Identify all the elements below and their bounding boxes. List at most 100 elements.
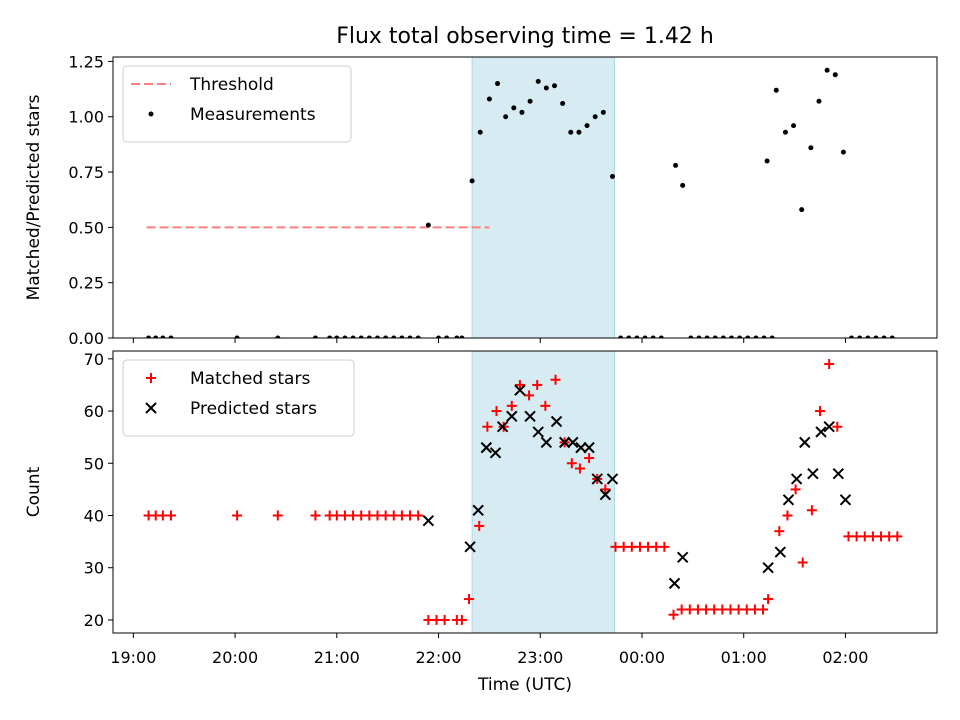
y-tick-label: 0.25 — [68, 274, 104, 293]
measurement-point — [334, 335, 340, 338]
predicted-star-point — [524, 410, 536, 422]
matched-star-point — [165, 510, 176, 521]
measurement-point — [773, 87, 779, 93]
legend: Threshold Measurements — [122, 65, 352, 143]
chart-title: Flux total observing time = 1.42 h — [336, 24, 714, 49]
y-axis-label: Matched/Predicted stars — [24, 94, 44, 300]
measurement-point — [234, 335, 240, 338]
measurement-point — [832, 72, 838, 78]
measurement-point — [519, 109, 525, 115]
matched-star-point — [832, 421, 843, 432]
predicted-star-point — [480, 441, 493, 454]
y-tick-label: 20 — [84, 611, 104, 630]
measurement-point — [873, 335, 879, 338]
predicted-star-point — [550, 415, 563, 428]
matched-star-point — [232, 510, 243, 521]
predicted-star-point — [496, 421, 509, 433]
measurement-point — [454, 335, 460, 338]
matched-star-point — [310, 510, 321, 521]
matched-star-point — [439, 614, 450, 625]
legend-label: Threshold — [189, 75, 274, 95]
x-tick-label: 02:00 — [822, 648, 868, 667]
measurement-point — [849, 335, 855, 338]
predicted-star-point — [782, 494, 795, 506]
measurement-point — [889, 335, 895, 338]
matched-star-point — [797, 557, 808, 568]
axes-frame — [112, 350, 938, 634]
legend-box — [122, 359, 355, 437]
predicted-star-point — [668, 577, 681, 590]
legend-matched-swatch — [146, 373, 156, 383]
measurement-point — [486, 96, 492, 102]
matched-star-point — [566, 458, 577, 469]
matched-star-point — [540, 400, 551, 411]
measurement-point — [761, 335, 767, 338]
matched-star-point — [532, 379, 543, 390]
x-tick-label: 21:00 — [314, 648, 360, 667]
data-layer — [146, 67, 895, 338]
measurement-point — [568, 129, 574, 135]
measurement-point — [791, 123, 797, 129]
predicted-star-point — [676, 551, 689, 563]
measurement-point — [477, 129, 483, 135]
measurement-point — [527, 98, 533, 104]
y-tick-label: 50 — [84, 454, 104, 473]
observing-interval-shade — [471, 56, 616, 339]
matched-star-point — [456, 614, 467, 625]
predicted-star-point — [506, 410, 518, 422]
matched-star-point — [482, 421, 493, 432]
predicted-star-point — [823, 421, 835, 433]
y-tick-label: 1.25 — [68, 52, 104, 71]
measurement-point — [626, 335, 632, 338]
legend-box — [122, 65, 352, 143]
measurement-point — [342, 335, 348, 338]
predicted-star-point — [472, 504, 484, 516]
x-tick-label: 01:00 — [721, 648, 767, 667]
star-count-panel: 20 30 40 50 60 70 19:00 20:00 21:00 22:00 23:00 00:… — [24, 350, 938, 695]
measurement-point — [688, 335, 694, 338]
matched-star-point — [758, 604, 769, 615]
measurement-point — [600, 109, 606, 115]
observing-interval-shade — [471, 350, 616, 634]
predicted-star-point — [762, 562, 774, 574]
measurement-point — [495, 81, 501, 87]
predicted-star-point — [807, 468, 819, 480]
predicted-star-point — [558, 436, 571, 449]
matched-star-point — [782, 510, 793, 521]
matched-star-point — [272, 510, 283, 521]
measurement-point — [650, 335, 656, 338]
measurement-point — [753, 335, 759, 338]
matched-star-point — [550, 374, 561, 385]
x-tick-label: 23:00 — [517, 648, 563, 667]
measurement-point — [764, 158, 770, 164]
measurement-point — [153, 335, 159, 338]
matched-star-point — [763, 594, 774, 605]
measurement-point — [407, 335, 413, 338]
predicted-star-point — [575, 441, 587, 454]
measurement-point — [782, 129, 788, 135]
x-tick-label: 20:00 — [212, 648, 258, 667]
x-tick-label: 00:00 — [619, 648, 665, 667]
y-tick-label: 0.00 — [68, 329, 104, 348]
predicted-star-point — [532, 426, 544, 438]
measurement-point — [799, 207, 805, 213]
measurement-point — [358, 335, 364, 338]
y-tick-label: 1.00 — [68, 108, 104, 127]
matched-star-point — [668, 609, 679, 620]
series-measurements — [146, 67, 895, 338]
y-tick-label: 30 — [84, 559, 104, 578]
predicted-star-point — [839, 494, 852, 506]
measurement-point — [436, 335, 442, 338]
measurement-point — [584, 123, 590, 129]
predicted-star-point — [583, 441, 595, 454]
predicted-star-point — [774, 546, 787, 558]
predicted-star-point — [567, 436, 579, 449]
measurement-point — [374, 335, 380, 338]
measurement-point — [808, 145, 814, 151]
data-layer — [143, 359, 903, 625]
matched-star-point — [491, 406, 502, 417]
legend-label: Matched stars — [190, 369, 310, 389]
measurement-point — [459, 335, 465, 338]
measurement-point — [535, 78, 541, 84]
measurement-point — [737, 335, 743, 338]
